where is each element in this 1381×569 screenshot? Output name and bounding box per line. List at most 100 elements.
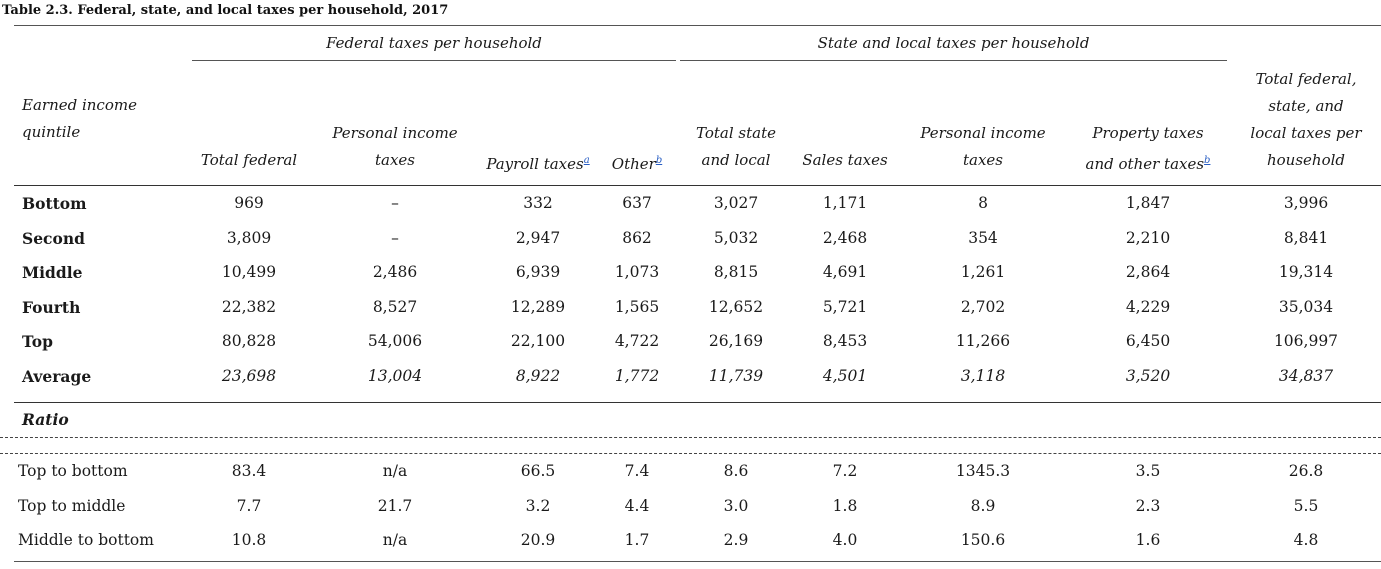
table-cell: 5.5 xyxy=(1293,496,1319,515)
row-label: Top to middle xyxy=(18,496,126,515)
state-local-group-rule xyxy=(680,60,1227,61)
table-cell: 8,841 xyxy=(1283,228,1329,247)
table-cell: n/a xyxy=(382,531,408,550)
table-cell: 4,501 xyxy=(822,367,868,385)
table-cell: 4,691 xyxy=(822,263,868,282)
column-header-label: Personal income taxes xyxy=(920,124,1046,169)
column-header-total-state-local: Total state and local xyxy=(686,120,786,174)
column-header-label: Total state and local xyxy=(696,124,776,169)
table-cell: 21.7 xyxy=(377,496,413,515)
table-cell: n/a xyxy=(382,462,408,480)
row-label: Fourth xyxy=(22,297,81,317)
column-header-label: Personal income taxes xyxy=(332,124,458,169)
table-cell: 1.8 xyxy=(832,496,858,515)
column-header-label: Total federal xyxy=(200,151,298,169)
table-cell: 4,722 xyxy=(614,332,660,351)
table-cell: 7.4 xyxy=(624,462,650,480)
table-cell: 35,034 xyxy=(1278,297,1334,316)
table-cell: 5,721 xyxy=(822,297,868,316)
table-title: Table 2.3. Federal, state, and local tax… xyxy=(2,3,449,18)
table-cell: 13,004 xyxy=(367,367,423,385)
column-header-label: Payroll taxes xyxy=(486,155,584,173)
table-cell: 8,527 xyxy=(372,297,418,316)
table-cell: 1.7 xyxy=(624,531,650,550)
table-cell: 1,073 xyxy=(614,263,660,282)
federal-group-rule xyxy=(192,60,676,61)
table-cell: 2.3 xyxy=(1135,496,1161,515)
row-label: Bottom xyxy=(22,194,87,213)
table-cell: 8.6 xyxy=(723,462,749,480)
table-cell: 637 xyxy=(622,194,652,212)
ratio-dashed-rule-2 xyxy=(0,453,1381,454)
header-bottom-rule xyxy=(14,185,1381,186)
federal-group-header: Federal taxes per household xyxy=(326,34,542,52)
table-cell: 20.9 xyxy=(520,531,556,550)
table-cell: 354 xyxy=(968,228,998,247)
table-cell: 22,382 xyxy=(221,297,277,316)
table-cell: 10,499 xyxy=(221,263,277,282)
table-cell: 1,847 xyxy=(1125,194,1171,212)
table-cell: – xyxy=(391,194,399,212)
table-bottom-rule xyxy=(14,561,1381,562)
table-cell: 34,837 xyxy=(1278,367,1334,385)
table-cell: 1.6 xyxy=(1135,531,1161,550)
table-cell: 7.7 xyxy=(236,496,262,515)
table-cell: 969 xyxy=(234,194,264,212)
table-cell: – xyxy=(391,228,399,247)
column-header-property: Property taxes and other taxesb xyxy=(1068,120,1228,178)
table-cell: 80,828 xyxy=(221,332,277,351)
footnote-link[interactable]: a xyxy=(583,155,590,166)
column-header-fed-personal-income: Personal income taxes xyxy=(320,120,470,174)
table-cell: 2,947 xyxy=(515,228,561,247)
table-cell: 1,261 xyxy=(960,263,1006,282)
table-cell: 8.9 xyxy=(970,496,996,515)
table-cell: 5,032 xyxy=(713,228,759,247)
table-cell: 2,468 xyxy=(822,228,868,247)
table-cell: 19,314 xyxy=(1278,263,1334,282)
table-cell: 332 xyxy=(523,194,553,212)
table-cell: 3,027 xyxy=(713,194,759,212)
ratio-section-label: Ratio xyxy=(22,410,69,429)
table-cell: 11,266 xyxy=(955,332,1011,351)
table-cell: 4.4 xyxy=(624,496,650,515)
body-bottom-rule xyxy=(14,402,1381,403)
table-cell: 3.5 xyxy=(1135,462,1161,480)
column-header-payroll: Payroll taxesa xyxy=(478,147,598,178)
table-cell: 11,739 xyxy=(708,367,764,385)
table-cell: 4,229 xyxy=(1125,297,1171,316)
table-cell: 12,652 xyxy=(708,297,764,316)
table-cell: 22,100 xyxy=(510,332,566,351)
table-cell: 6,939 xyxy=(515,263,561,282)
table-cell: 83.4 xyxy=(231,462,267,480)
table-cell: 2,864 xyxy=(1125,263,1171,282)
table-cell: 26,169 xyxy=(708,332,764,351)
table-cell: 3.0 xyxy=(723,496,749,515)
table-cell: 1,171 xyxy=(822,194,868,212)
row-label: Middle xyxy=(22,263,83,283)
footnote-link[interactable]: b xyxy=(655,155,663,166)
row-header-quintile: Earned income quintile xyxy=(22,96,137,141)
row-label: Average xyxy=(22,367,92,386)
table-cell: 862 xyxy=(622,228,652,247)
table-cell: 2.9 xyxy=(723,531,749,550)
table-cell: 2,486 xyxy=(372,263,418,282)
row-label: Middle to bottom xyxy=(18,531,154,550)
footnote-link[interactable]: b xyxy=(1204,155,1211,166)
table-cell: 23,698 xyxy=(221,367,277,385)
column-header-other: Otherb xyxy=(607,147,667,178)
table-cell: 3,118 xyxy=(960,367,1006,385)
table-cell: 66.5 xyxy=(520,462,556,480)
table-cell: 106,997 xyxy=(1273,332,1339,351)
column-header-total-all: Total federal, state, and local taxes pe… xyxy=(1236,66,1376,174)
table-cell: 150.6 xyxy=(960,531,1006,550)
table-cell: 8,922 xyxy=(515,367,561,385)
column-header-total-federal: Total federal xyxy=(184,147,314,174)
table-cell: 4.8 xyxy=(1293,531,1319,550)
table-cell: 8,815 xyxy=(713,263,759,282)
table-cell: 2,210 xyxy=(1125,228,1171,247)
table-cell: 4.0 xyxy=(832,531,858,550)
table-cell: 10.8 xyxy=(231,531,267,550)
row-label: Top to bottom xyxy=(18,462,128,480)
table-cell: 7.2 xyxy=(832,462,858,480)
column-header-label: Other xyxy=(611,155,656,173)
